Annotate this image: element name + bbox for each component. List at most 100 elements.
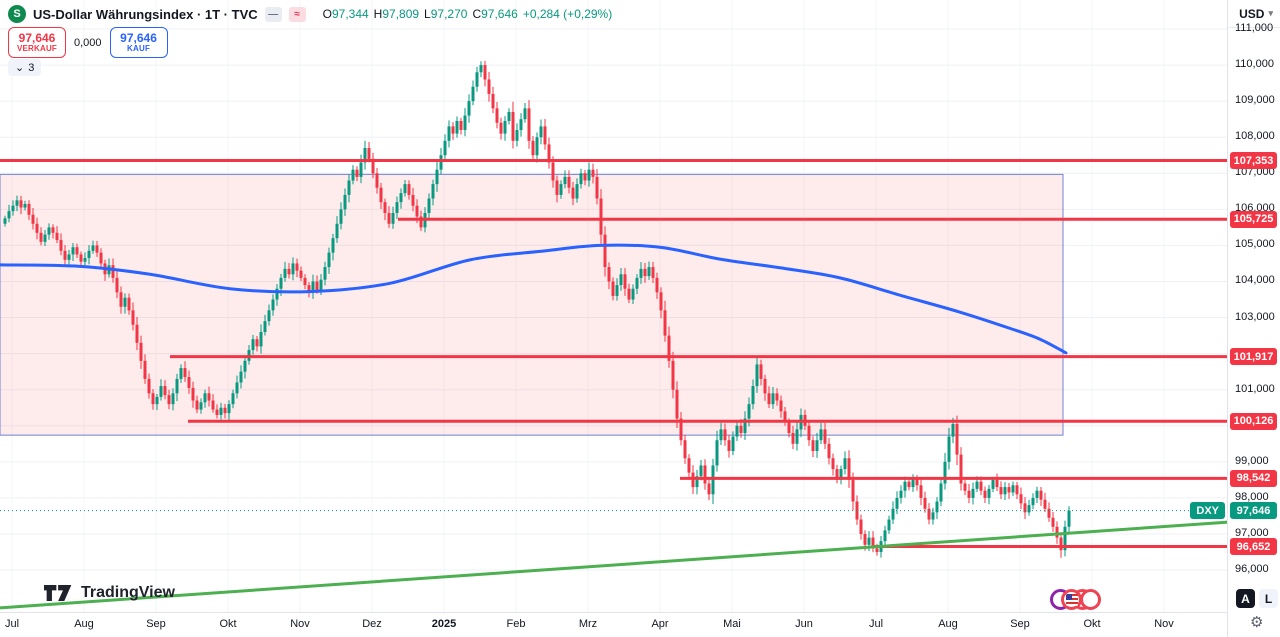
candle-body [959, 454, 963, 484]
candle-body [603, 234, 607, 268]
candle-body [899, 490, 903, 498]
candle-body [255, 339, 259, 347]
symbol-logo-icon: S [8, 5, 26, 23]
high-label: H [373, 7, 383, 21]
candle-body [419, 216, 423, 228]
candle-body [287, 268, 291, 275]
candle-body [379, 187, 383, 203]
candle-body [467, 101, 471, 116]
time-axis-label: Jul [868, 618, 884, 630]
candle-body [699, 465, 703, 477]
candle-body [543, 126, 547, 145]
sell-button[interactable]: 97,646 VERKAUF [8, 27, 66, 58]
price-axis[interactable]: USD ▾ 111,000 110,000 109,000 108,000 107,00… [1227, 0, 1280, 637]
moving-average-line[interactable] [0, 243, 1068, 355]
candle-body [315, 281, 319, 291]
candle-body [883, 530, 887, 542]
event-flag-icon[interactable] [1080, 589, 1101, 610]
candle-body [547, 144, 551, 163]
candle-body [47, 227, 51, 235]
candle-body [575, 184, 579, 199]
candle-body [763, 378, 767, 394]
candle-body [871, 537, 875, 549]
log-scale-button[interactable]: L [1259, 589, 1278, 608]
time-axis-label: Nov [1154, 618, 1174, 630]
candle-body [19, 200, 23, 208]
candle-body [611, 281, 615, 296]
candle-body [447, 126, 451, 141]
candle-body [995, 479, 999, 488]
candle-body [1019, 494, 1023, 504]
candle-body [671, 360, 675, 390]
candle-body [851, 479, 855, 502]
open-label: O [322, 7, 332, 21]
candle-body [967, 490, 971, 498]
candle-body [927, 508, 931, 520]
time-axis-label: Okt [219, 618, 237, 630]
candle-body [55, 232, 59, 241]
candle-body [615, 285, 619, 296]
candle-body [71, 247, 75, 255]
tradingview-logo-icon [44, 585, 72, 601]
candle-body [31, 214, 35, 224]
auto-scale-button[interactable]: A [1236, 589, 1255, 608]
trendline[interactable] [0, 520, 1229, 610]
wave-indicator-icon[interactable]: ≈ [288, 6, 306, 22]
candle-body [299, 270, 303, 278]
tradingview-watermark[interactable]: TradingView [44, 583, 175, 603]
price-axis-label: 101,000 [1235, 382, 1275, 395]
candle-body [727, 440, 731, 452]
us-flag-icon [1064, 592, 1079, 607]
candle-body [427, 198, 431, 213]
candle-body [703, 465, 707, 484]
time-axis-label: Sep [1010, 618, 1030, 630]
level-price-badge: 100,126 [1230, 412, 1277, 430]
currency-selector[interactable]: USD ▾ [1228, 0, 1280, 28]
candle-body [619, 274, 623, 286]
buy-price: 97,646 [120, 31, 157, 45]
time-axis-label: Feb [506, 618, 526, 630]
us-flag-event-icon[interactable] [1061, 589, 1082, 610]
candle-body [199, 402, 203, 410]
candle-body [431, 184, 435, 199]
candle-body [275, 288, 279, 300]
time-axis-label: Aug [74, 618, 94, 630]
candle-body [887, 519, 891, 531]
candle-body [751, 386, 755, 405]
symbol-title[interactable]: US-Dollar Währungsindex · 1T · TVC [33, 6, 258, 22]
candle-body [607, 267, 611, 282]
candle-body [95, 245, 99, 253]
candle-body [923, 497, 927, 509]
candle-body [371, 158, 375, 174]
candle-body [947, 436, 951, 462]
candle-body [891, 508, 895, 520]
minimized-indicator-icon[interactable]: — [264, 6, 282, 22]
candle-body [303, 277, 307, 286]
candle-body [187, 377, 191, 388]
range-box[interactable] [0, 173, 1064, 436]
candle-body [451, 126, 455, 134]
high-value: 97,809 [382, 7, 420, 21]
buy-button[interactable]: 97,646 KAUF [109, 27, 168, 58]
close-value: 97,646 [481, 7, 518, 21]
time-axis[interactable]: Jul Aug Sep Okt Nov Dez 2025 Feb Mrz Apr Mai Jun Jul… [0, 612, 1228, 637]
candle-body [523, 108, 527, 120]
price-axis-label: 105,000 [1235, 238, 1275, 251]
candle-body [119, 292, 123, 307]
candle-body [311, 281, 315, 293]
candle-body [1003, 487, 1007, 495]
collapsed-indicators-chip[interactable]: ⌄ 3 [8, 59, 42, 76]
candle-body [715, 440, 719, 466]
candle-body [67, 254, 71, 260]
candle-body [675, 389, 679, 419]
candle-body [339, 209, 343, 224]
gear-icon[interactable]: ⚙ [1250, 614, 1264, 631]
candle-body [735, 425, 739, 437]
buy-label: KAUF [127, 43, 151, 53]
time-axis-label: Mai [723, 618, 741, 630]
candle-body [931, 512, 935, 520]
candle-body [839, 469, 843, 480]
candle-body [1047, 508, 1051, 518]
